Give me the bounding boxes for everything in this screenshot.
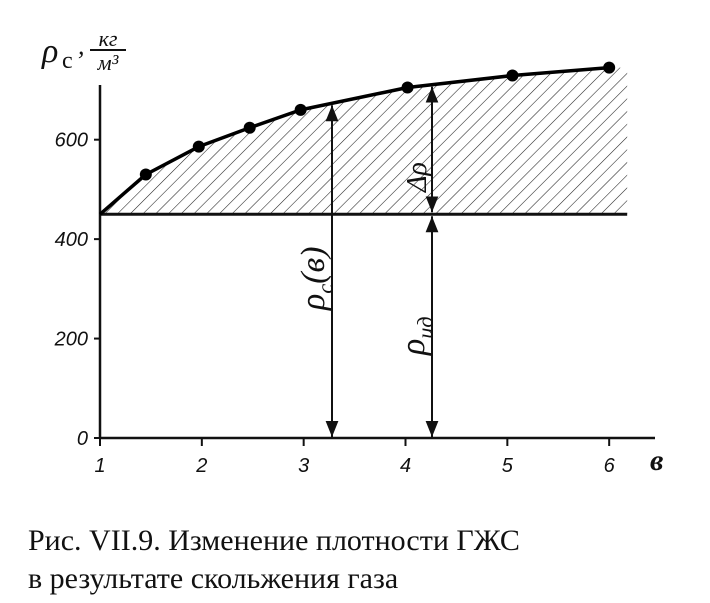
annotation-text: ρид [395, 316, 438, 356]
x-tick-label: 6 [604, 455, 616, 477]
x-tick-label: 5 [502, 455, 514, 477]
caption-line: в результате скольжения газа [28, 562, 398, 595]
annotation-subscript: ид [413, 316, 438, 338]
y-label-unit-top: кг [99, 26, 118, 51]
annotation-symbol: Δρ [402, 162, 433, 193]
annotation-text: ρс(в) [295, 246, 338, 311]
density-curve [98, 65, 610, 216]
caption-line: Рис. VII.9. Изменение плотности ГЖС [28, 524, 520, 557]
x-tick-label: 3 [298, 455, 309, 477]
y-axis-label: ρ с , кг м³ [41, 26, 126, 75]
hatched-area [100, 67, 628, 215]
y-label-comma: , [78, 31, 85, 60]
x-tick-label: 2 [195, 455, 207, 477]
y-label-subscript: с [62, 48, 73, 74]
annotation: ρид [395, 316, 438, 356]
annotation: Δρ [402, 162, 433, 193]
annotation: ρс(в) [295, 246, 338, 311]
data-point [506, 69, 519, 82]
y-tick-label: 600 [55, 130, 88, 152]
data-point [139, 168, 152, 181]
y-tick-label: 400 [55, 229, 88, 251]
y-label-symbol: ρ [41, 33, 58, 70]
x-tick-label: 4 [400, 455, 411, 477]
data-point [401, 81, 414, 94]
y-label-unit-bottom: м³ [97, 50, 119, 75]
annotation-suffix: (в) [295, 246, 332, 283]
annotation-symbol: ρ [295, 294, 332, 311]
data-point [243, 121, 256, 134]
x-axis-label: в [650, 444, 663, 477]
y-tick-label: 200 [54, 329, 88, 351]
annotation-subscript: с [313, 284, 338, 294]
data-point [192, 140, 205, 153]
annotation-symbol: ρ [395, 339, 432, 356]
data-point [603, 61, 616, 74]
y-tick-label: 0 [77, 428, 88, 450]
data-point [294, 103, 307, 116]
x-tick-label: 1 [94, 455, 105, 477]
annotation-text: Δρ [402, 162, 433, 193]
